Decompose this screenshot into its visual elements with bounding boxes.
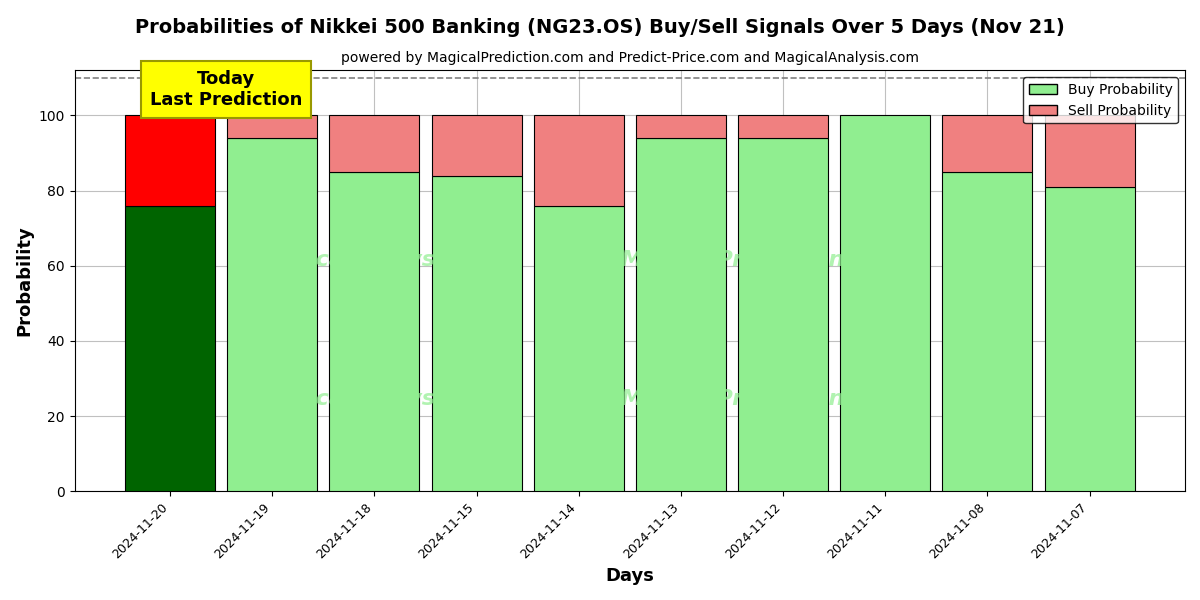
Bar: [942, 172, 1032, 491]
Bar: [330, 172, 419, 491]
Bar: [534, 115, 624, 206]
Bar: [227, 115, 317, 138]
Y-axis label: Probability: Probability: [16, 226, 34, 336]
Bar: [227, 138, 317, 491]
Bar: [330, 115, 419, 172]
Bar: [534, 206, 624, 491]
Bar: [738, 115, 828, 138]
Bar: [840, 115, 930, 491]
Text: MagicalPrediction.com: MagicalPrediction.com: [620, 389, 905, 409]
Text: MagicalPrediction.com: MagicalPrediction.com: [620, 250, 905, 270]
Bar: [125, 206, 215, 491]
Bar: [738, 138, 828, 491]
Title: powered by MagicalPrediction.com and Predict-Price.com and MagicalAnalysis.com: powered by MagicalPrediction.com and Pre…: [341, 51, 919, 65]
Text: MagicalAnalysis.com: MagicalAnalysis.com: [256, 250, 516, 270]
Bar: [942, 115, 1032, 172]
Bar: [1045, 115, 1134, 187]
Text: Today
Last Prediction: Today Last Prediction: [150, 70, 302, 109]
Bar: [1045, 187, 1134, 491]
Bar: [432, 115, 522, 176]
Bar: [636, 138, 726, 491]
Text: Probabilities of Nikkei 500 Banking (NG23.OS) Buy/Sell Signals Over 5 Days (Nov : Probabilities of Nikkei 500 Banking (NG2…: [136, 18, 1064, 37]
Bar: [125, 115, 215, 206]
Legend: Buy Probability, Sell Probability: Buy Probability, Sell Probability: [1024, 77, 1178, 124]
Text: MagicalAnalysis.com: MagicalAnalysis.com: [256, 389, 516, 409]
X-axis label: Days: Days: [605, 567, 654, 585]
Bar: [432, 176, 522, 491]
Bar: [636, 115, 726, 138]
